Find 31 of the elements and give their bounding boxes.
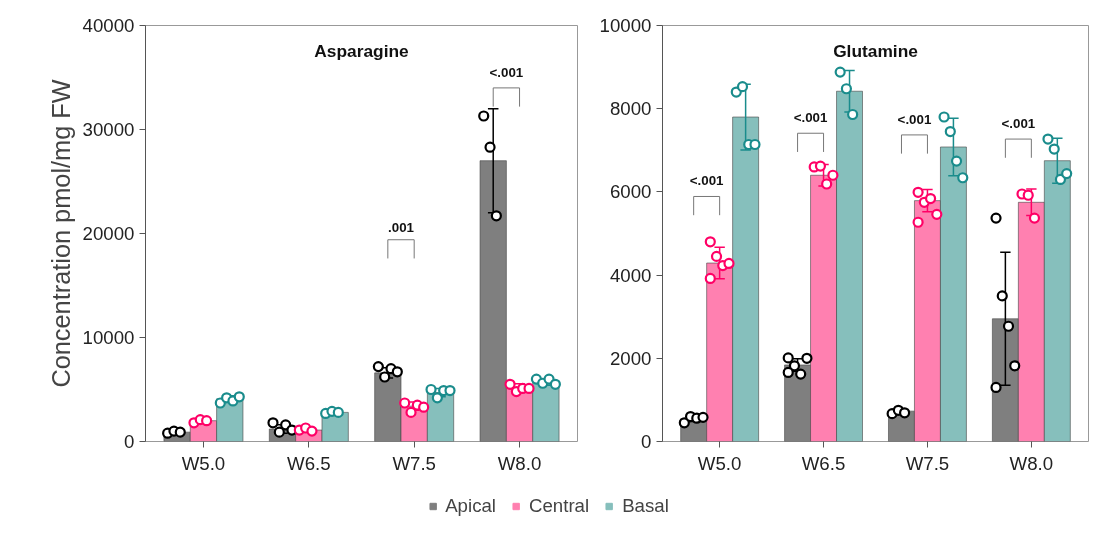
x-tick-label: W6.5 [287, 452, 331, 474]
x-tick-label: W8.0 [1009, 452, 1054, 474]
x-tick-label: W7.5 [392, 452, 436, 474]
x-tick-label: W7.5 [905, 452, 950, 474]
y-tick-label: 20000 [82, 223, 135, 244]
y-tick-label: 0 [124, 431, 135, 452]
legend-label: Apical [445, 495, 496, 517]
annotation: .001 [388, 219, 415, 235]
y-tick-label: 10000 [599, 15, 652, 36]
x-tick-label: W6.5 [801, 452, 846, 474]
text: Glutamine [833, 40, 919, 61]
annotation: <.001 [689, 173, 725, 189]
y-tick-label: 4000 [610, 264, 652, 286]
x-tick-label: W5.0 [181, 452, 226, 474]
x-tick-label: W8.0 [497, 452, 542, 474]
y-tick-label: 30000 [82, 119, 135, 140]
legend-label: Central [529, 495, 590, 517]
y-tick-label: 40000 [82, 15, 135, 36]
annotation: <.001 [897, 111, 932, 127]
legend-label: Basal [622, 495, 669, 517]
y-tick-label: 8000 [610, 98, 652, 120]
annotation: <.001 [1001, 116, 1036, 132]
y-tick-label: 10000 [82, 327, 135, 348]
annotation: <.001 [489, 64, 524, 80]
x-tick-label: W5.0 [697, 452, 742, 474]
y-axis-title: Concentration pmol/mg FW [46, 79, 75, 388]
y-tick-label: 0 [641, 431, 652, 452]
text: Asparagine [314, 40, 410, 61]
y-tick-label: 6000 [610, 181, 652, 203]
annotation: <.001 [793, 110, 829, 126]
y-tick-label: 2000 [610, 347, 652, 369]
